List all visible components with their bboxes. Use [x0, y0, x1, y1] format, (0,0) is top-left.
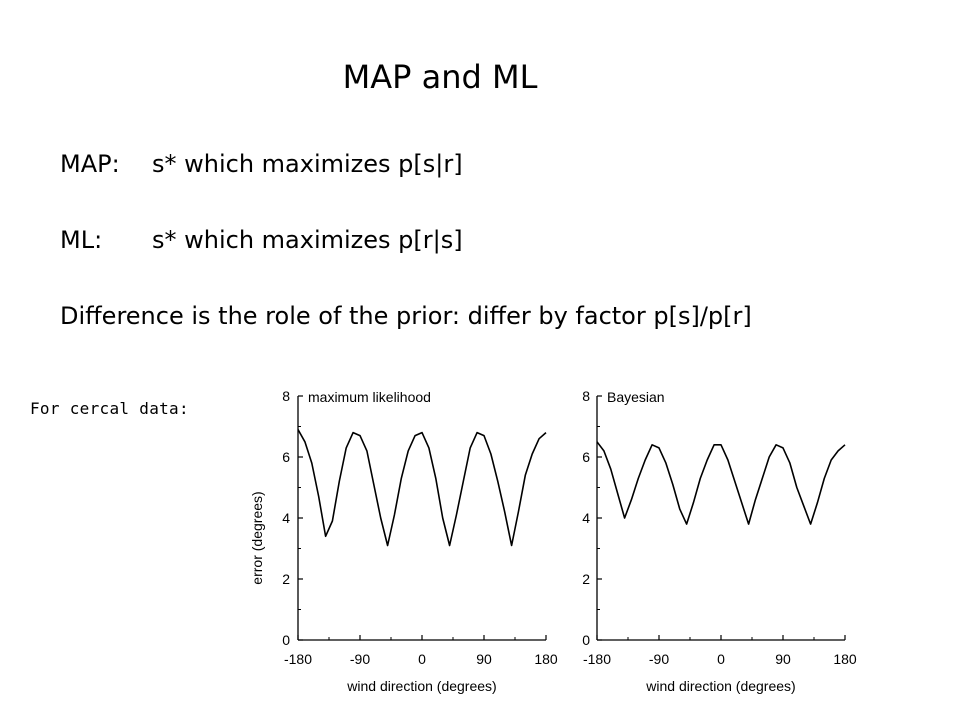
y-tick-label: 4 [582, 510, 590, 526]
ml-definition: ML: s* which maximizes p[r|s] [60, 226, 463, 254]
y-tick-label: 8 [282, 388, 290, 404]
y-tick-label: 4 [282, 510, 290, 526]
chart-title: Bayesian [607, 389, 665, 405]
x-tick-label: 0 [418, 651, 426, 667]
x-tick-label: -180 [284, 651, 312, 667]
chart-title: maximum likelihood [308, 389, 431, 405]
ml-text: s* which maximizes p[r|s] [152, 226, 463, 254]
y-tick-label: 0 [582, 632, 590, 648]
y-tick-label: 2 [282, 571, 290, 587]
x-tick-label: 180 [833, 651, 857, 667]
y-tick-label: 6 [282, 449, 290, 465]
chart-panel-1: 0 2 4 6 8 -180 -90 0 90 180 wind direction (degree… [249, 388, 558, 694]
ml-label: ML: [60, 226, 103, 254]
x-tick-label: -90 [350, 651, 370, 667]
y-tick-label: 2 [582, 571, 590, 587]
y-axis-label: error (degrees) [249, 491, 265, 584]
y-tick-label: 6 [582, 449, 590, 465]
y-tick-label: 8 [582, 388, 590, 404]
x-axis-label: wind direction (degrees) [645, 678, 795, 694]
x-tick-label: 90 [476, 651, 492, 667]
chart-panel-2: 0 2 4 6 8 -180 -90 0 90 180 wind direction (degree… [582, 388, 857, 694]
x-tick-label: 0 [717, 651, 725, 667]
slide-title: MAP and ML [342, 58, 538, 96]
y-tick-label: 0 [282, 632, 290, 648]
x-tick-label: -180 [583, 651, 611, 667]
x-tick-label: -90 [649, 651, 669, 667]
map-label: MAP: [60, 150, 120, 178]
series-line-1 [596, 441, 846, 525]
x-tick-label: 90 [775, 651, 791, 667]
map-text: s* which maximizes p[s|r] [152, 150, 463, 178]
series-line-1 [297, 429, 547, 547]
map-definition: MAP: s* which maximizes p[s|r] [60, 150, 463, 178]
x-tick-label: 180 [534, 651, 558, 667]
cercal-data-note: For cercal data: [30, 399, 189, 418]
difference-text: Difference is the role of the prior: dif… [60, 302, 752, 330]
x-axis-label: wind direction (degrees) [346, 678, 496, 694]
